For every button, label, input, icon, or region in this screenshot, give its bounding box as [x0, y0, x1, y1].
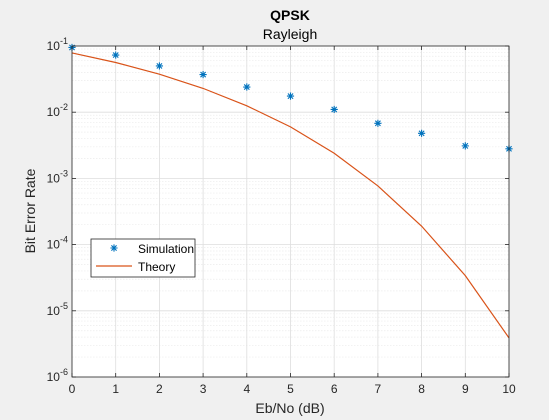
y-tick-label: 10-4	[47, 235, 68, 252]
simulation-marker-stroke	[330, 105, 338, 114]
legend-theory-label: Theory	[138, 260, 175, 274]
x-tick-label: 10	[502, 382, 516, 396]
simulation-marker-stroke	[112, 51, 120, 59]
simulation-point	[243, 83, 251, 91]
chart-subtitle: Rayleigh	[263, 26, 317, 42]
simulation-marker-stroke	[374, 119, 382, 127]
simulation-point	[112, 51, 120, 59]
simulation-point	[330, 105, 338, 114]
simulation-point	[286, 92, 295, 100]
x-tick-label: 9	[462, 382, 469, 396]
tick-marks	[71, 45, 510, 378]
theory-line	[71, 52, 510, 339]
simulation-point	[199, 70, 207, 79]
x-axis-label: Eb/No (dB)	[255, 400, 324, 416]
legend-box	[90, 238, 196, 278]
simulation-marker-stroke	[418, 129, 426, 137]
simulation-marker-stroke	[243, 83, 251, 91]
x-tick-label: 5	[287, 382, 294, 396]
chart-title: QPSK	[270, 7, 310, 23]
y-tick-label: 10-2	[47, 102, 68, 119]
y-tick-label: 10-5	[47, 301, 68, 318]
simulation-marker-stroke	[286, 92, 295, 100]
simulation-point	[418, 129, 426, 137]
x-tick-label: 6	[331, 382, 338, 396]
legend-simulation-label: Simulation	[138, 242, 194, 256]
x-tick-label: 7	[375, 382, 382, 396]
simulation-marker-stroke	[155, 62, 163, 70]
x-tick-label: 8	[418, 382, 425, 396]
x-tick-labels: 0 1 2 3 4 5 6 7 8 9 10	[69, 382, 516, 396]
simulation-marker-stroke	[110, 244, 118, 252]
legend-simulation-marker	[110, 244, 118, 252]
x-tick-label: 0	[69, 382, 76, 396]
y-tick-label: 10-3	[47, 168, 68, 185]
legend: Simulation Theory	[90, 238, 196, 278]
simulation-marker-stroke	[461, 142, 469, 150]
y-tick-label: 10-6	[47, 367, 68, 384]
x-tick-label: 3	[200, 382, 207, 396]
x-tick-label: 1	[112, 382, 119, 396]
simulation-point	[155, 62, 163, 70]
y-axis-label: Bit Error Rate	[22, 168, 38, 253]
y-tick-labels: 10-6 10-5 10-4 10-3 10-2 10-1	[47, 36, 68, 384]
legend-simulation-star	[110, 244, 118, 252]
simulation-point	[461, 142, 469, 150]
x-tick-label: 2	[156, 382, 163, 396]
simulation-point	[374, 119, 382, 127]
x-tick-label: 4	[243, 382, 250, 396]
simulation-marker-stroke	[199, 70, 207, 79]
y-tick-label: 10-1	[47, 36, 68, 53]
